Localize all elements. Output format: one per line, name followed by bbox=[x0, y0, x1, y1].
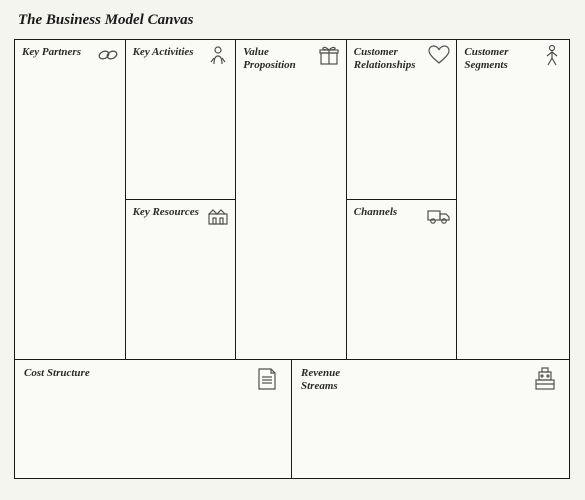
canvas-title: The Business Model Canvas bbox=[18, 12, 571, 29]
cell-key-resources: Key Resources bbox=[126, 200, 236, 359]
gift-icon bbox=[316, 44, 342, 66]
cell-customer-segments: Customer Segments bbox=[457, 40, 569, 359]
cell-key-partners: Key Partners bbox=[15, 40, 125, 359]
cell-key-activities: Key Activities bbox=[126, 40, 236, 200]
truck-icon bbox=[426, 204, 452, 226]
cell-cost-structure: Cost Structure bbox=[15, 360, 292, 478]
col-key-partners: Key Partners bbox=[15, 40, 126, 359]
document-icon bbox=[251, 366, 281, 392]
label-cost-structure: Cost Structure bbox=[24, 367, 94, 380]
business-model-canvas: Key Partners Key Activities Key Resource… bbox=[14, 39, 570, 479]
label-key-partners: Key Partners bbox=[22, 46, 92, 59]
canvas-bottom-row: Cost Structure Revenue Streams bbox=[15, 359, 569, 478]
col-value-proposition: Value Proposition bbox=[236, 40, 347, 359]
cell-revenue-streams: Revenue Streams bbox=[292, 360, 569, 478]
canvas-top-row: Key Partners Key Activities Key Resource… bbox=[15, 40, 569, 359]
label-customer-segments: Customer Segments bbox=[464, 46, 534, 72]
heart-icon bbox=[426, 44, 452, 66]
label-customer-relationships: Customer Relationships bbox=[354, 46, 424, 72]
cash-register-icon bbox=[529, 366, 559, 392]
person-icon bbox=[205, 44, 231, 66]
cell-value-proposition: Value Proposition bbox=[236, 40, 346, 359]
label-revenue-streams: Revenue Streams bbox=[301, 367, 371, 393]
label-value-proposition: Value Proposition bbox=[243, 46, 313, 72]
factory-icon bbox=[205, 204, 231, 226]
col-relationships-channels: Customer Relationships Channels bbox=[347, 40, 458, 359]
person-standing-icon bbox=[539, 44, 565, 66]
cell-channels: Channels bbox=[347, 200, 457, 359]
cell-customer-relationships: Customer Relationships bbox=[347, 40, 457, 200]
col-activities-resources: Key Activities Key Resources bbox=[126, 40, 237, 359]
label-key-resources: Key Resources bbox=[133, 206, 203, 219]
label-channels: Channels bbox=[354, 206, 424, 219]
col-customer-segments: Customer Segments bbox=[457, 40, 569, 359]
link-icon bbox=[95, 44, 121, 66]
label-key-activities: Key Activities bbox=[133, 46, 203, 59]
